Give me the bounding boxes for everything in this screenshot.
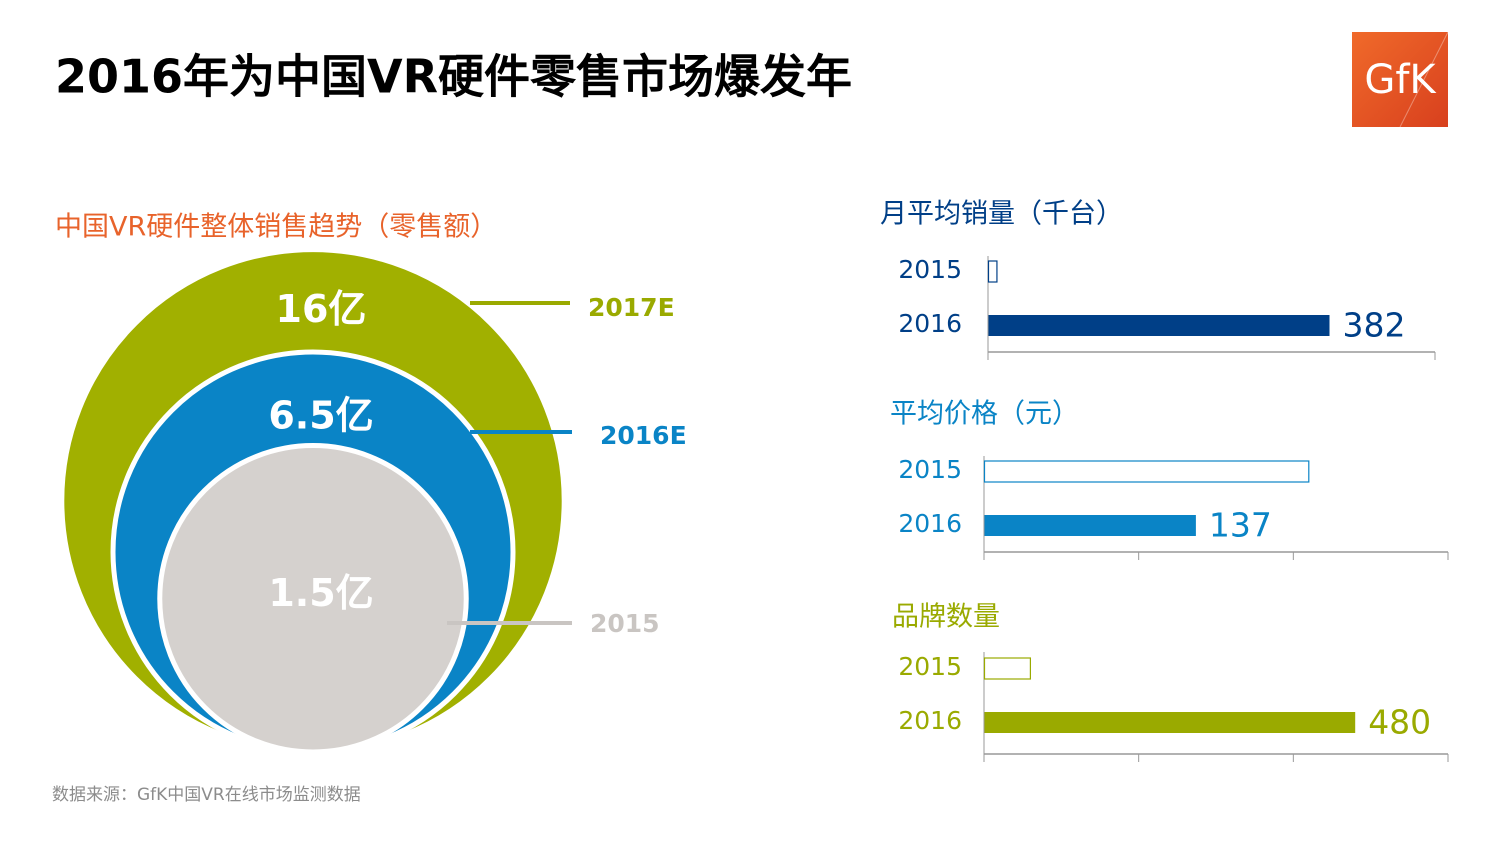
bar <box>983 657 1032 680</box>
chart-title: 品牌数量 <box>892 602 1000 633</box>
logo-box <box>1352 32 1448 127</box>
category-label: 2016 <box>898 309 962 338</box>
category-label: 2015 <box>898 652 962 681</box>
category-label: 2016E <box>600 421 687 450</box>
category-label: 2017E <box>588 293 675 322</box>
chart-title: 平均价格（元） <box>890 399 1079 430</box>
bubble-value-label: 16亿 <box>276 287 367 331</box>
category-label: 2015 <box>898 255 962 284</box>
chart-title: 月平均销量（千台） <box>880 199 1123 230</box>
value-label: 480 <box>1368 703 1431 742</box>
category-label: 2016 <box>898 509 962 538</box>
bar <box>987 260 998 283</box>
bubble <box>157 443 469 755</box>
category-label: 2015 <box>590 609 660 638</box>
bar <box>984 515 1196 536</box>
slide-title: 2016年为中国VR硬件零售市场爆发年 <box>55 50 852 104</box>
category-label: 2016 <box>898 706 962 735</box>
value-label: 137 <box>1209 506 1272 545</box>
bubble-value-label: 6.5亿 <box>268 394 373 438</box>
logo-text: GfK <box>1364 57 1437 103</box>
bar <box>988 315 1330 336</box>
value-label: 382 <box>1343 306 1406 345</box>
bar <box>983 460 1310 483</box>
logo-stripe <box>1399 31 1449 128</box>
source-note: 数据来源：GfK中国VR在线市场监测数据 <box>52 785 361 805</box>
bubble-value-label: 1.5亿 <box>268 571 373 615</box>
chart-title: 中国VR硬件整体销售趋势（零售额） <box>55 212 497 243</box>
bar <box>984 712 1356 733</box>
category-label: 2015 <box>898 455 962 484</box>
